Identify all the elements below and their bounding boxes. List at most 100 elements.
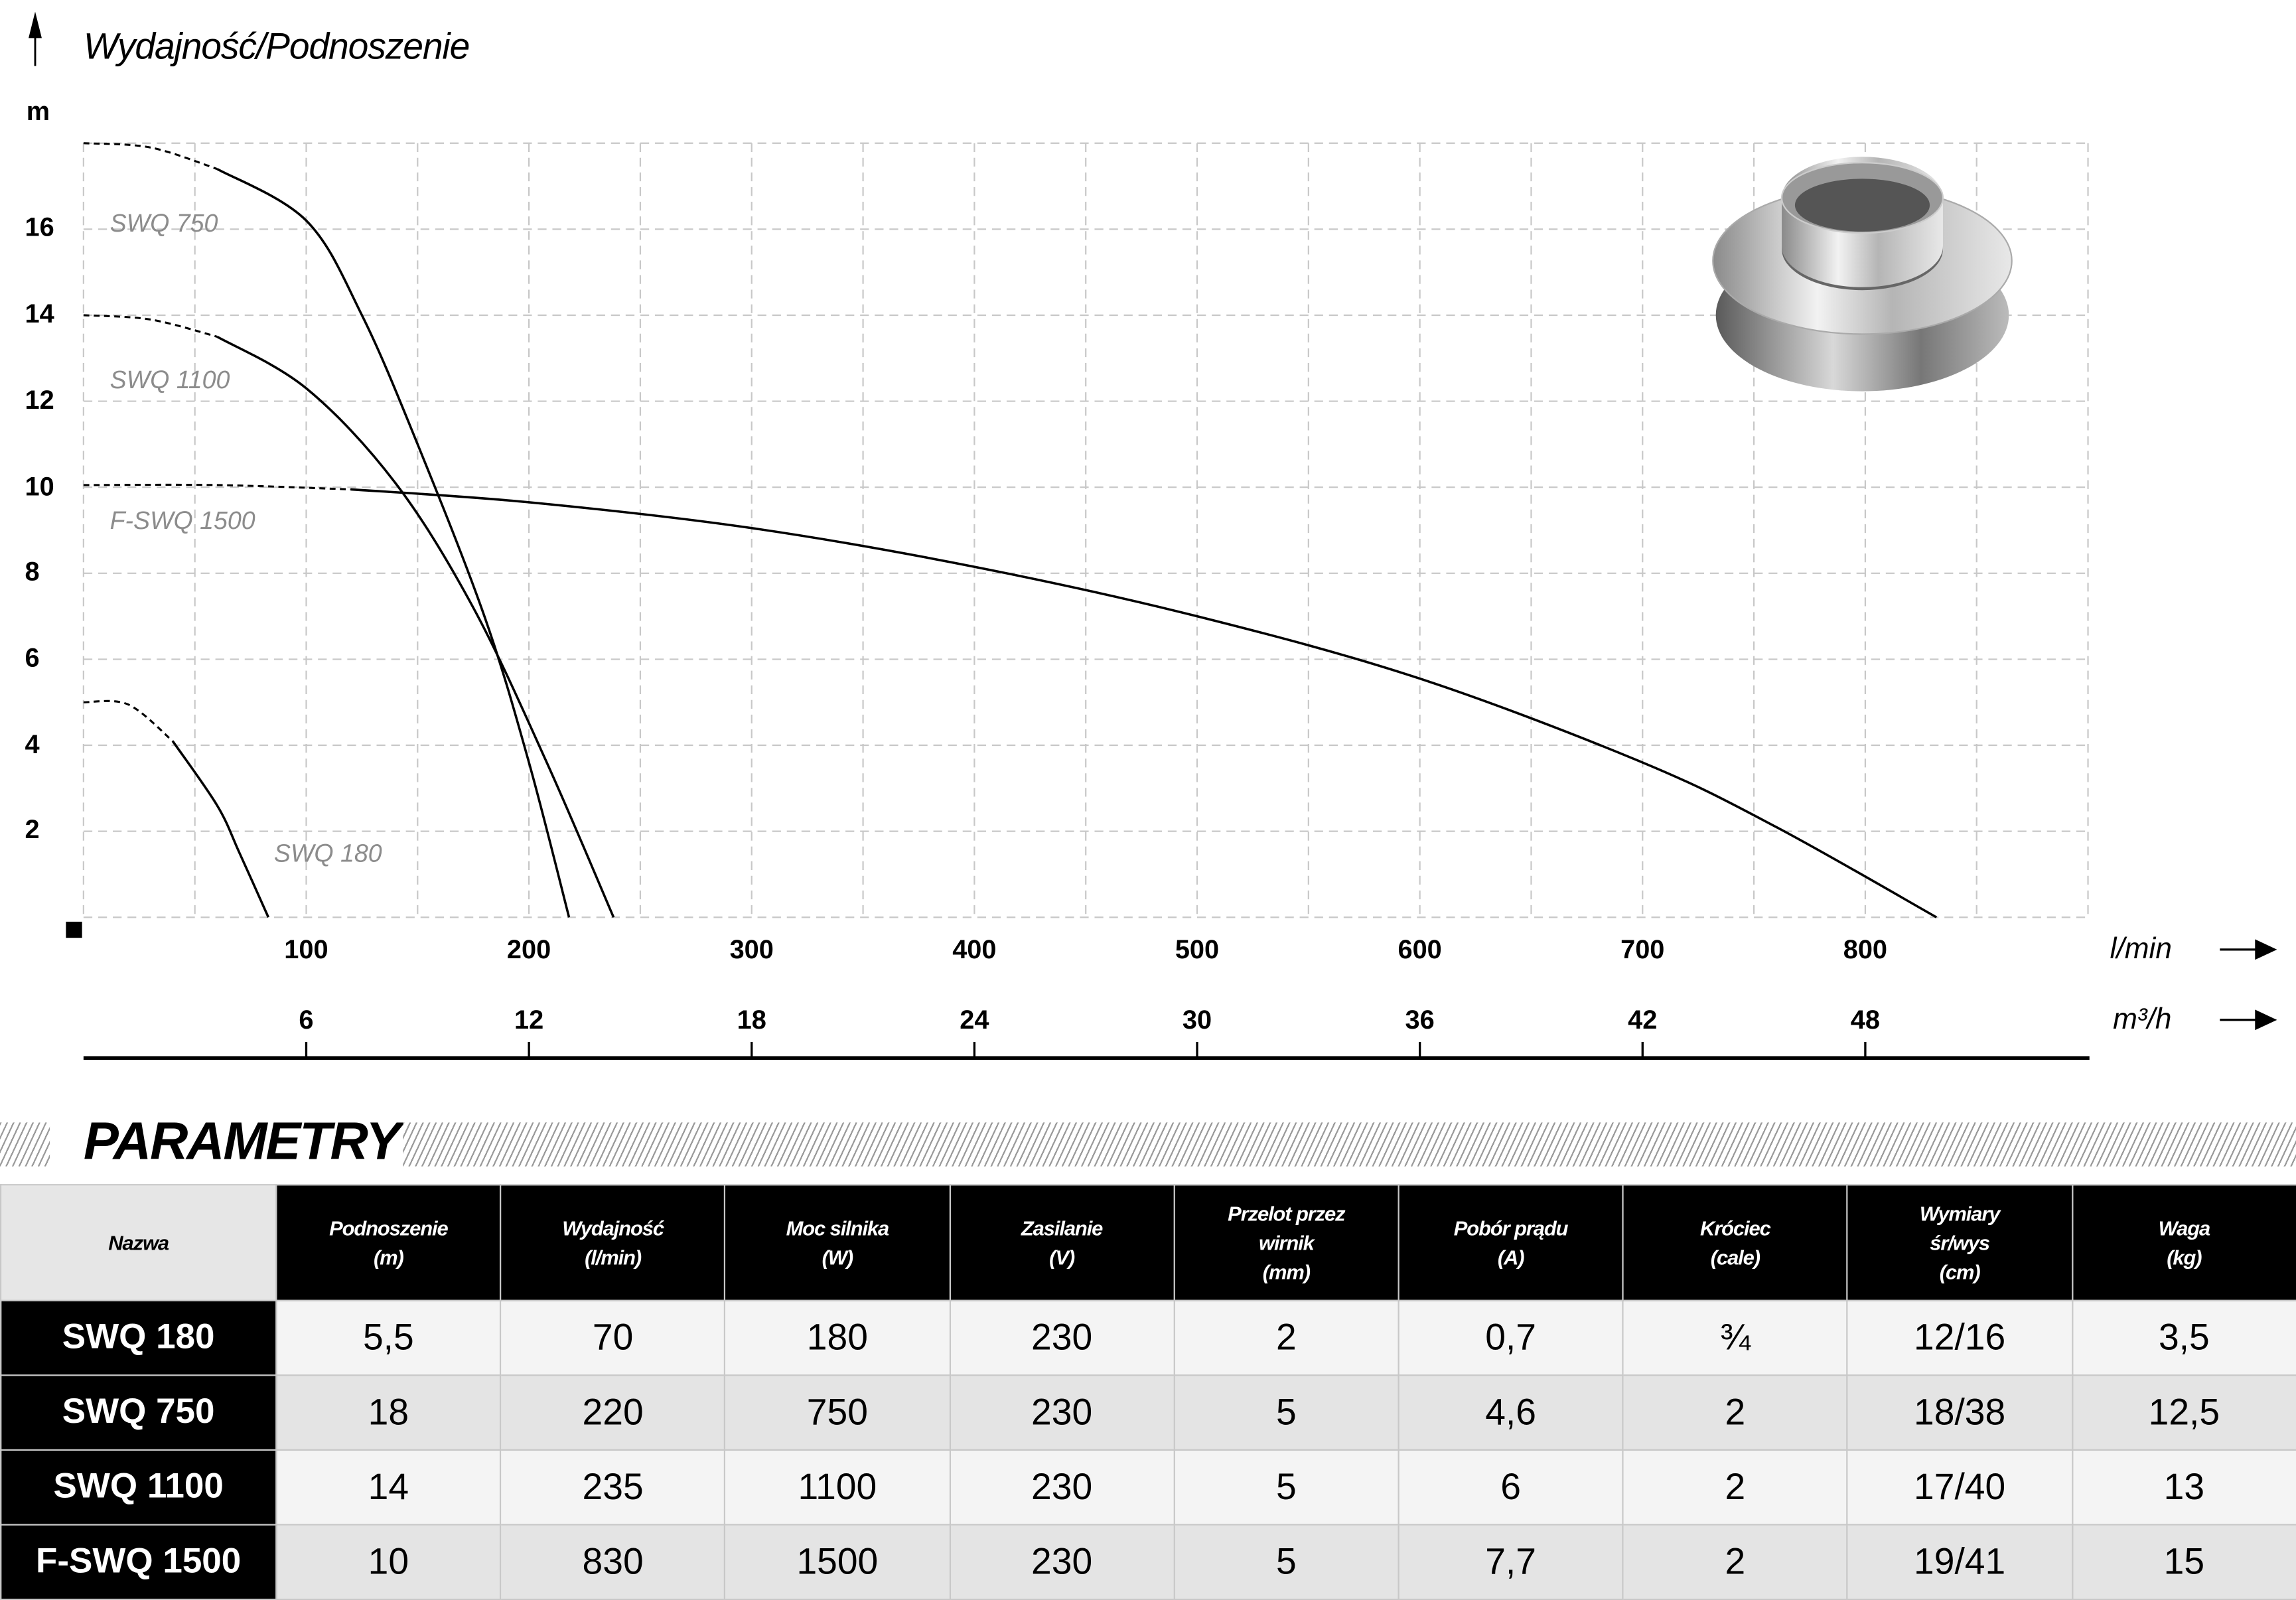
x-tick-label: 700 (1620, 934, 1665, 964)
y-axis-arrow-icon (29, 11, 42, 66)
x-tick-label: 600 (1398, 934, 1442, 964)
table-cell: 2 (1622, 1524, 1849, 1600)
table-cell: 1500 (724, 1524, 951, 1600)
column-header-line: wirnik (1258, 1230, 1315, 1255)
y-tick-label: 4 (25, 729, 40, 759)
hatch-decoration-right (403, 1122, 2296, 1167)
y-tick-label: 8 (25, 557, 40, 587)
x-tick-label: 100 (284, 934, 328, 964)
column-header-line: Zasilanie (1021, 1216, 1103, 1240)
table-cell: 10 (275, 1524, 502, 1600)
column-header-line: (A) (1497, 1245, 1525, 1270)
table-cell: 18 (275, 1374, 502, 1451)
hatch-decoration-left (0, 1122, 50, 1167)
column-header: Przelot przez wirnik (mm) (1173, 1184, 1399, 1301)
column-header-line: Króciec (1700, 1216, 1771, 1240)
table-cell: 18/38 (1846, 1374, 2073, 1451)
table-cell: 230 (948, 1524, 1175, 1600)
curve-label: SWQ 750 (109, 209, 218, 238)
table-cell: 230 (948, 1299, 1175, 1376)
x-tick-label: 400 (952, 934, 997, 964)
table-row: SWQ 1100 14 235 1100 230 5 6 2 17/40 13 (0, 1449, 2296, 1526)
table-cell: 5 (1173, 1524, 1399, 1600)
model-name-cell: F-SWQ 1500 (0, 1524, 277, 1600)
column-header-line: Wydajność (562, 1216, 664, 1240)
x-tick-label: 300 (729, 934, 774, 964)
table-cell: 19/41 (1846, 1524, 2073, 1600)
column-header-line: Moc silnika (786, 1216, 890, 1240)
table-cell: ¾ (1622, 1299, 1849, 1376)
column-header-line: Przelot przez (1228, 1201, 1345, 1225)
table-cell: 2 (1622, 1374, 1849, 1451)
table-cell: 4,6 (1398, 1374, 1624, 1451)
column-header: Króciec (cale) (1622, 1184, 1849, 1301)
column-header: Wymiary śr/wys (cm) (1846, 1184, 2073, 1301)
curve-extrapolated-3 (83, 699, 174, 742)
origin-marker (66, 921, 82, 938)
performance-chart (29, 11, 2277, 1060)
table-row: F-SWQ 1500 10 830 1500 230 5 7,7 2 19/41 15 (0, 1524, 2296, 1600)
model-name-cell: SWQ 750 (0, 1374, 277, 1451)
column-header-line: (W) (822, 1245, 854, 1270)
table-cell: 1100 (724, 1449, 951, 1526)
x2-tick-label: 36 (1405, 1005, 1435, 1035)
x2-tick-label: 6 (299, 1005, 314, 1035)
column-header-line: Pobór prądu (1453, 1216, 1569, 1240)
column-header-line: (l/min) (585, 1245, 642, 1270)
curve-extrapolated-2 (83, 483, 351, 490)
model-name-cell: SWQ 180 (0, 1299, 277, 1376)
column-header: Waga (kg) (2071, 1184, 2296, 1301)
curve-f-swq-1500 (350, 488, 1938, 918)
table-cell: 2 (1622, 1449, 1849, 1526)
y-tick-label: 10 (25, 471, 54, 501)
table-cell: 5 (1173, 1374, 1399, 1451)
column-header-line: (m) (373, 1245, 404, 1270)
table-cell: 230 (948, 1374, 1175, 1451)
table-row: SWQ 180 5,5 70 180 230 2 0,7 ¾ 12/16 3,5 (0, 1299, 2296, 1376)
column-header-line: Waga (2158, 1216, 2211, 1240)
table-cell: 3,5 (2071, 1299, 2296, 1376)
table-cell: 6 (1398, 1449, 1624, 1526)
column-header-line: (cm) (1939, 1260, 1981, 1284)
table-cell: 5 (1173, 1449, 1399, 1526)
column-header-line: Nazwa (108, 1230, 169, 1255)
table-cell: 230 (948, 1449, 1175, 1526)
column-header: Zasilanie (V) (948, 1184, 1175, 1301)
y-tick-label: 2 (25, 815, 40, 845)
column-header-line: śr/wys (1930, 1230, 1990, 1255)
chart-grid (82, 142, 2089, 918)
table-cell: 12/16 (1846, 1299, 2073, 1376)
table-cell: 830 (500, 1524, 726, 1600)
table-cell: 7,7 (1398, 1524, 1624, 1600)
impeller-image (1712, 157, 2013, 392)
table-cell: 180 (724, 1299, 951, 1376)
y-tick-label: 16 (25, 213, 54, 243)
m3h-arrow-icon (2220, 1009, 2277, 1031)
x2-tick-label: 42 (1628, 1005, 1658, 1035)
y-tick-label: 14 (25, 299, 54, 328)
x2-tick-label: 18 (737, 1005, 766, 1035)
curve-label: SWQ 180 (273, 839, 382, 868)
y-tick-label: 12 (25, 385, 54, 415)
chart-curves (83, 142, 1938, 918)
parameters-table: Nazwa Podnoszenie (m) Wydajność (l/min) Moc s… (0, 1184, 2296, 1600)
table-cell: 15 (2071, 1524, 2296, 1600)
curve-swq-180 (171, 740, 270, 918)
table-row: SWQ 750 18 220 750 230 5 4,6 2 18/38 12,5 (0, 1374, 2296, 1451)
table-cell: 5,5 (275, 1299, 502, 1376)
chart-title: Wydajność/Podnoszenie (83, 26, 470, 68)
x-tick-label: 500 (1175, 934, 1220, 964)
column-header: Podnoszenie (m) (275, 1184, 502, 1301)
table-cell: 14 (275, 1449, 502, 1526)
table-cell: 70 (500, 1299, 726, 1376)
y-axis-unit: m (26, 96, 50, 126)
column-header-line: (kg) (2167, 1245, 2202, 1270)
x2-tick-label: 30 (1182, 1005, 1212, 1035)
curve-swq-1100 (216, 335, 615, 918)
table-cell: 220 (500, 1374, 726, 1451)
x-axis-unit-lmin: l/min (2110, 933, 2172, 966)
table-cell: 12,5 (2071, 1374, 2296, 1451)
table-cell: 2 (1173, 1299, 1399, 1376)
column-header-line: (cale) (1710, 1245, 1760, 1270)
